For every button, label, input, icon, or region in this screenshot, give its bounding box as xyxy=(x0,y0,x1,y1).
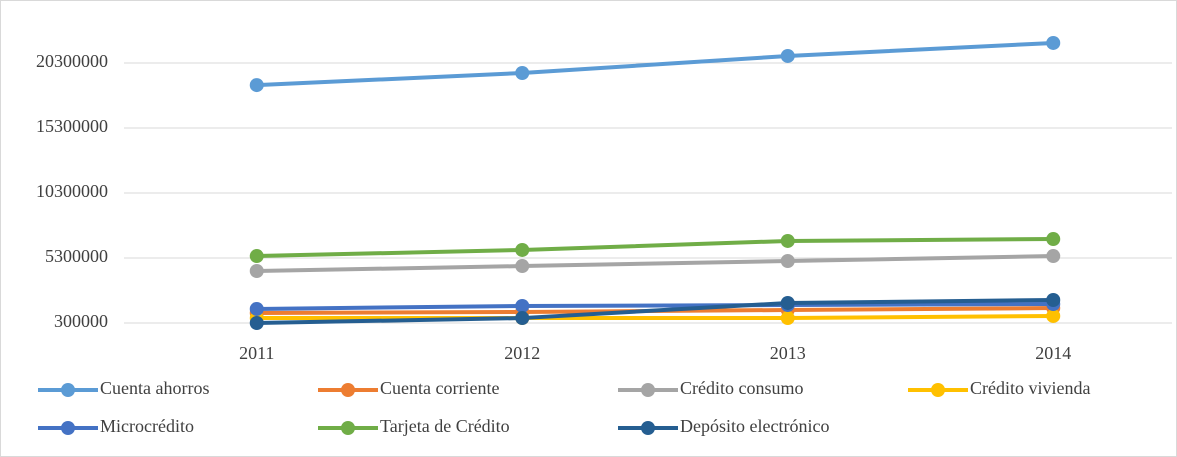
point xyxy=(780,295,795,310)
point xyxy=(515,66,530,81)
point xyxy=(1046,232,1061,247)
legend-label: Depósito electrónico xyxy=(680,416,829,436)
series-line xyxy=(256,254,1054,273)
point xyxy=(515,242,530,257)
point xyxy=(249,249,264,264)
point xyxy=(1046,292,1061,307)
point xyxy=(249,78,264,93)
point xyxy=(780,253,795,268)
x-tick-label: 2014 xyxy=(1035,343,1071,363)
point xyxy=(249,301,264,316)
legend-label: Microcrédito xyxy=(100,416,194,436)
series-line xyxy=(256,313,1054,321)
y-tick-label: 20300000 xyxy=(36,51,108,71)
legend-label: Crédito vivienda xyxy=(970,378,1090,398)
y-tick-label: 5300000 xyxy=(45,246,108,266)
y-tick-label: 10300000 xyxy=(36,181,108,201)
point xyxy=(780,233,795,248)
legend-marker xyxy=(341,421,355,435)
series-line xyxy=(256,237,1054,259)
x-tick-label: 2011 xyxy=(239,343,274,363)
y-tick-label: 15300000 xyxy=(36,116,108,136)
legend-marker xyxy=(61,421,75,435)
point xyxy=(249,264,264,278)
point xyxy=(515,259,530,274)
series-line xyxy=(256,40,1054,88)
legend-marker xyxy=(641,383,655,397)
point xyxy=(249,316,264,330)
point xyxy=(780,48,795,63)
series-line xyxy=(256,297,1054,325)
legend-marker xyxy=(341,383,355,397)
point xyxy=(1046,249,1061,264)
legend-label: Tarjeta de Crédito xyxy=(380,416,510,436)
legend-label: Cuenta ahorros xyxy=(100,378,209,398)
series-line xyxy=(256,302,1054,311)
point xyxy=(515,298,530,313)
point xyxy=(1046,308,1061,323)
legend-marker xyxy=(641,421,655,435)
legend-label: Crédito consumo xyxy=(680,378,804,398)
point xyxy=(515,311,530,326)
y-tick-label: 300000 xyxy=(54,311,108,331)
x-tick-label: 2012 xyxy=(504,343,540,363)
point xyxy=(1046,35,1061,50)
legend-marker xyxy=(61,383,75,397)
legend-marker xyxy=(931,383,945,397)
point xyxy=(780,311,795,326)
legend-label: Cuenta corriente xyxy=(380,378,499,398)
x-tick-label: 2013 xyxy=(770,343,806,363)
